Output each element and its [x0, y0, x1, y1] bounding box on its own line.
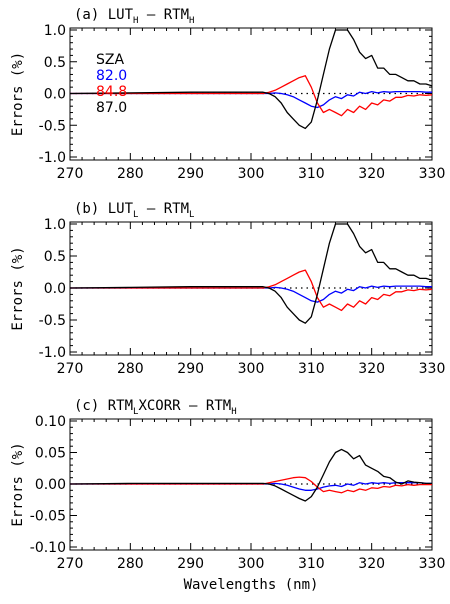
series-line-red — [70, 269, 433, 312]
legend-entry: 87.0 — [96, 100, 127, 116]
legend-entry: 82.0 — [96, 68, 127, 84]
x-tick-label: 310 — [298, 361, 325, 377]
x-tick-label: 290 — [177, 556, 204, 572]
series-line-blue — [70, 90, 432, 109]
x-tick-label: 290 — [177, 166, 204, 182]
x-tick-label: 320 — [358, 361, 385, 377]
title-term-b: RTM — [164, 201, 189, 217]
y-tick-label: 0.00 — [35, 477, 66, 493]
x-tick-label: 270 — [57, 361, 84, 377]
title-term-a: LUT — [108, 201, 134, 217]
legend-title: SZA — [96, 52, 124, 68]
y-tick-label: -0.5 — [39, 313, 66, 329]
title-prefix: (c) — [74, 398, 108, 414]
x-tick-label: 300 — [238, 361, 265, 377]
x-tick-label: 270 — [57, 166, 84, 182]
x-tick-label: 280 — [117, 361, 144, 377]
x-tick-label: 320 — [358, 556, 385, 572]
x-tick-label: 310 — [298, 166, 325, 182]
panel-title: (b) LUTL – RTML — [74, 201, 194, 220]
y-axis-label: Errors (%) — [10, 52, 26, 136]
y-axis-label: Errors (%) — [10, 246, 26, 330]
y-tick-label: 0.10 — [35, 414, 66, 430]
series-line-blue — [70, 285, 432, 303]
y-tick-label: 0.5 — [44, 249, 66, 265]
x-tick-label: 310 — [298, 556, 325, 572]
title-term-b: RTM — [206, 398, 231, 414]
x-tick-label: 330 — [419, 361, 446, 377]
legend-entry: 84.8 — [96, 84, 127, 100]
x-tick-label: 290 — [177, 361, 204, 377]
y-tick-label: 0.05 — [35, 446, 66, 462]
title-subscript-a: L — [133, 210, 138, 220]
y-tick-label: -1.0 — [39, 345, 66, 361]
x-tick-label: 330 — [419, 556, 446, 572]
x-tick-label: 330 — [419, 166, 446, 182]
x-tick-label: 270 — [57, 556, 84, 572]
y-tick-label: -1.0 — [39, 150, 66, 166]
x-tick-label: 320 — [358, 166, 385, 182]
y-tick-label: 0.5 — [44, 55, 66, 71]
series-line-black — [69, 448, 432, 502]
x-tick-label: 280 — [117, 556, 144, 572]
x-tick-label: 280 — [117, 166, 144, 182]
title-subscript-b: H — [231, 407, 236, 417]
x-tick-label: 300 — [238, 166, 265, 182]
title-suffix-a: XCORR — [138, 398, 181, 414]
y-tick-label: 1.0 — [44, 217, 66, 233]
y-tick-label: 0.0 — [44, 281, 66, 297]
series-line-black — [69, 29, 433, 130]
panel-title: (a) LUTH – RTMH — [74, 7, 194, 26]
series-line-red — [70, 75, 433, 117]
x-axis-label: Wavelengths (nm) — [184, 577, 319, 593]
title-operator: – — [138, 7, 163, 23]
x-tick-label: 300 — [238, 556, 265, 572]
title-term-b: RTM — [164, 7, 189, 23]
title-subscript-a: H — [133, 16, 138, 26]
y-axis-label: Errors (%) — [10, 442, 26, 526]
title-subscript-b: L — [189, 210, 194, 220]
title-term-a: LUT — [108, 7, 134, 23]
y-tick-label: -0.05 — [30, 509, 66, 525]
title-operator: – — [181, 398, 206, 414]
panel-title: (c) RTMLXCORR – RTMH — [74, 398, 237, 417]
y-tick-label: 0.0 — [44, 87, 66, 103]
title-prefix: (a) — [74, 7, 108, 23]
y-tick-label: 1.0 — [44, 23, 66, 39]
title-operator: – — [138, 201, 163, 217]
y-tick-label: -0.10 — [30, 540, 66, 556]
series-line-red — [70, 476, 432, 494]
title-term-a: RTM — [108, 398, 133, 414]
title-subscript-a: L — [133, 407, 138, 417]
title-subscript-b: H — [189, 16, 194, 26]
series-line-black — [69, 223, 433, 324]
y-tick-label: -0.5 — [39, 118, 66, 134]
title-prefix: (b) — [74, 201, 108, 217]
